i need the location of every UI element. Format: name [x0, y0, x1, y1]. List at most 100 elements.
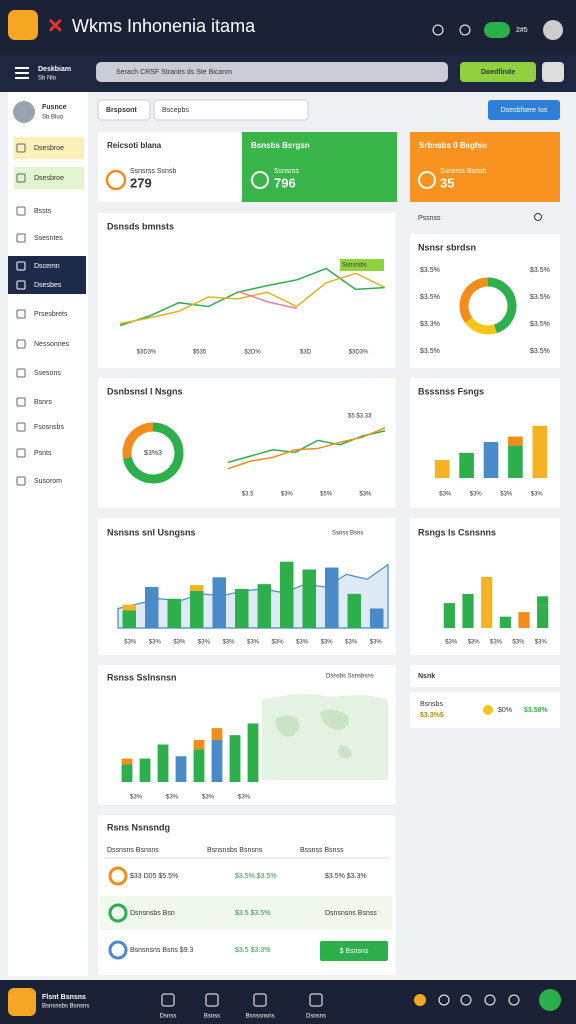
notice-b: $3.50%: [524, 707, 549, 714]
nav-icon[interactable]: [253, 993, 267, 1007]
filter-select[interactable]: [97, 99, 151, 121]
table-header: Bsnsnsbs Bsnsns: [207, 847, 263, 854]
icon[interactable]: [508, 994, 520, 1006]
nav-icon[interactable]: [309, 993, 323, 1007]
table-button[interactable]: [320, 941, 388, 961]
x-tick-label: $2D%: [244, 350, 261, 356]
avatar[interactable]: [542, 62, 564, 82]
nav-icon[interactable]: [16, 280, 26, 290]
x-tick-label: $3%: [439, 492, 452, 498]
table-header: Dssnsns Bsnsns: [107, 847, 159, 854]
dropdown-icon[interactable]: [534, 213, 542, 221]
avatar[interactable]: [543, 20, 563, 40]
nav-item[interactable]: Dscemn: [34, 263, 60, 270]
bar: [175, 756, 187, 782]
nav-label[interactable]: Bsnssnsns: [245, 1014, 274, 1020]
nav-item[interactable]: Nessonnes: [34, 341, 70, 348]
bar: [508, 436, 523, 446]
nav-item[interactable]: Bssts: [34, 208, 52, 215]
toolbar-button[interactable]: [460, 62, 536, 82]
chart-title: Rsngs ls Csnsnns: [418, 527, 496, 537]
chart-title: Dsnbsnsl l Nsgns: [107, 386, 183, 396]
bar: [537, 605, 549, 628]
nav-item[interactable]: Fsosnsbs: [34, 424, 64, 431]
bar: [537, 596, 549, 606]
search-box[interactable]: [96, 62, 448, 82]
bar: [508, 445, 523, 478]
nav-item[interactable]: Psnts: [34, 450, 52, 457]
notice-a: $0%: [498, 707, 512, 714]
badge[interactable]: [484, 22, 510, 38]
icon[interactable]: [539, 989, 561, 1011]
icon[interactable]: [414, 994, 426, 1006]
nav-item[interactable]: Dsesbes: [34, 282, 62, 289]
nav-icon[interactable]: [161, 993, 175, 1007]
nav-icon[interactable]: [16, 448, 26, 458]
x-tick-label: $3%: [222, 640, 235, 646]
x-tick-label: $3%: [247, 640, 260, 646]
bar: [434, 460, 450, 478]
bar: [235, 589, 249, 628]
table-cell: $3.5 $3.5%: [235, 910, 270, 917]
filter-input[interactable]: [153, 99, 309, 121]
bar: [122, 610, 136, 628]
nav-item[interactable]: Bsnrs: [34, 399, 52, 406]
bar: [370, 608, 384, 628]
bar: [247, 723, 259, 782]
nav-label[interactable]: Dsnsns: [306, 1014, 326, 1020]
nav-item[interactable]: Prsesbrets: [34, 311, 68, 318]
notice-value: $3.3%$: [420, 712, 444, 719]
sidebar: [8, 92, 88, 976]
table-row-highlight: [100, 896, 392, 930]
chart-title: Nsnsr sbrdsn: [418, 242, 476, 252]
nav-item[interactable]: Dsesbroe: [34, 175, 64, 182]
icon[interactable]: [460, 994, 472, 1006]
nav-item[interactable]: Ssesntes: [34, 235, 63, 242]
nav-icon[interactable]: [16, 206, 26, 216]
x-tick-label: $3%: [321, 640, 334, 646]
filter-button[interactable]: [488, 100, 560, 120]
chart-title: Nsnsns snl Usngsns: [107, 527, 196, 537]
menu-icon[interactable]: [15, 67, 29, 79]
nav-icon[interactable]: [16, 309, 26, 319]
bottom-logo[interactable]: [8, 988, 36, 1016]
kpi-card: [98, 132, 242, 202]
table-cell: Dsnsnsns Bsnss: [325, 910, 377, 917]
nav-item[interactable]: Ssesons: [34, 370, 61, 377]
nav-icon[interactable]: [16, 368, 26, 378]
panel: [410, 234, 560, 368]
notice-label: Bsnsbs: [420, 701, 443, 708]
donut-label: $3.5%: [420, 294, 440, 301]
icon[interactable]: [484, 994, 496, 1006]
nav-icon[interactable]: [16, 261, 26, 271]
nav-icon[interactable]: [16, 143, 26, 153]
nav-icon[interactable]: [16, 476, 26, 486]
table-cell: Dsnsnsbs Bsn: [130, 910, 175, 917]
icon[interactable]: [459, 24, 471, 36]
chart-badge: [340, 259, 384, 271]
bar: [325, 567, 339, 628]
user-name: Fusnce: [42, 104, 67, 111]
icon[interactable]: [432, 24, 444, 36]
chart-title: Dsnsds bmnsts: [107, 221, 174, 231]
donut-segment: [487, 277, 517, 334]
donut-label: $3.5%: [530, 267, 550, 274]
nav-icon[interactable]: [16, 233, 26, 243]
nav-item[interactable]: Susorom: [34, 478, 62, 485]
icon[interactable]: [438, 994, 450, 1006]
chart-badge: [330, 527, 374, 539]
nav-icon[interactable]: [16, 422, 26, 432]
nav-label[interactable]: Dsnss: [160, 1014, 177, 1020]
donut-segment: [464, 317, 497, 335]
nav-item[interactable]: Dsesbroe: [34, 145, 64, 152]
nav-icon[interactable]: [16, 173, 26, 183]
table-header: Bssnss Bsnss: [300, 847, 344, 854]
nav-icon[interactable]: [16, 339, 26, 349]
logo[interactable]: [8, 10, 38, 40]
chart-badge-text: Ssnss Bsns: [332, 531, 363, 537]
donut-label: $3.5%: [530, 321, 550, 328]
nav-icon[interactable]: [205, 993, 219, 1007]
nav-icon[interactable]: [16, 397, 26, 407]
kpi-card: [410, 132, 560, 202]
nav-label[interactable]: Bsnss: [204, 1014, 220, 1020]
